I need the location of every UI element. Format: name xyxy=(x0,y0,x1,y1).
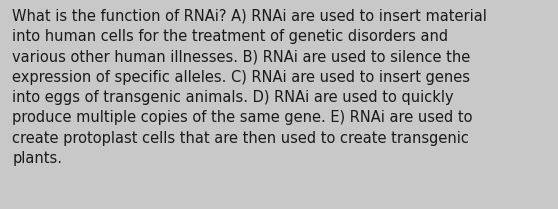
Text: What is the function of RNAi? A) RNAi are used to insert material
into human cel: What is the function of RNAi? A) RNAi ar… xyxy=(12,8,487,166)
